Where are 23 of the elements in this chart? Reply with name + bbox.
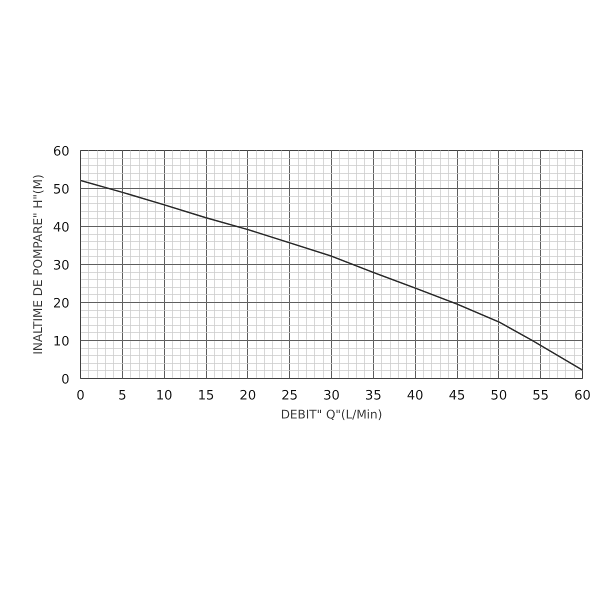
x-tick-label: 5 — [118, 388, 126, 404]
y-tick-label: 20 — [52, 296, 70, 312]
y-tick-label: 30 — [52, 258, 70, 274]
x-tick-label: 20 — [240, 388, 256, 404]
x-tick-label: 35 — [365, 388, 382, 404]
y-tick-label: 0 — [61, 372, 70, 388]
y-tick-label: 40 — [52, 220, 70, 236]
x-tick-label: 30 — [323, 388, 340, 404]
y-tick-label: 50 — [52, 182, 70, 198]
line-series — [80, 180, 582, 371]
x-tick-label: 50 — [490, 388, 508, 404]
x-tick-label: 45 — [448, 388, 466, 404]
x-tick-label: 15 — [198, 388, 214, 404]
x-tick-label: 0 — [76, 388, 85, 404]
x-tick-label: 60 — [574, 388, 591, 404]
y-axis-title: INALTIME DE POMPARE" H"(M) — [30, 174, 45, 355]
y-tick-label: 60 — [52, 144, 70, 160]
x-tick-label: 10 — [156, 388, 172, 404]
x-tick-label: 25 — [281, 388, 298, 404]
x-tick-label: 40 — [406, 388, 424, 404]
y-tick-label: 10 — [52, 334, 70, 350]
x-axis-title: DEBIT" Q"(L/Min) — [280, 408, 382, 422]
x-tick-label: 55 — [532, 388, 549, 404]
